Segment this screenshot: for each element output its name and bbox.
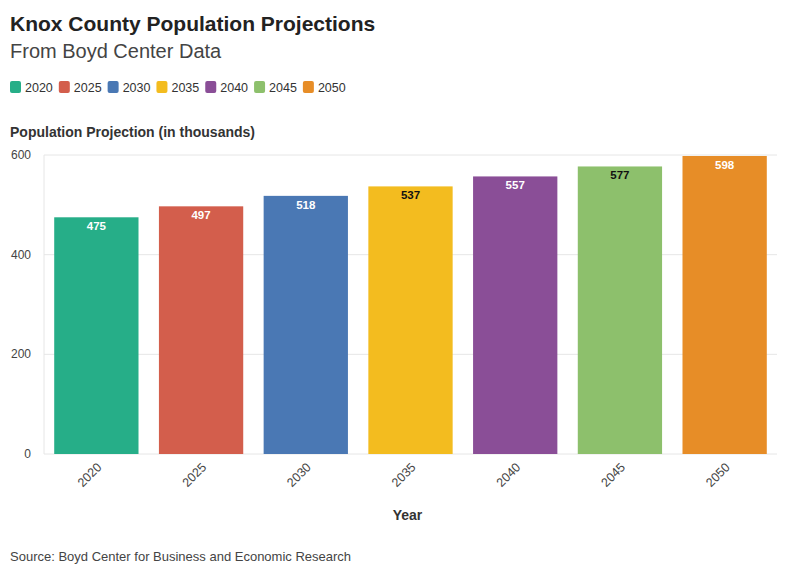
- legend-label: 2040: [220, 81, 248, 95]
- x-tick-label: 2050: [703, 460, 733, 490]
- x-tick-label: 2030: [284, 460, 314, 490]
- data-label: 537: [401, 189, 420, 201]
- bar: [159, 206, 243, 454]
- x-tick-label: 2035: [389, 460, 419, 490]
- y-tick-label: 600: [11, 148, 31, 162]
- legend-label: 2050: [318, 81, 346, 95]
- x-tick-label: 2045: [598, 460, 628, 490]
- legend-swatch: [303, 81, 314, 93]
- data-label: 475: [87, 220, 107, 232]
- legend-label: 2020: [25, 81, 53, 95]
- bar: [264, 196, 348, 454]
- y-axis: 0 200 400 600: [11, 148, 777, 461]
- legend-swatch: [59, 81, 70, 93]
- data-label: 557: [506, 179, 525, 191]
- bar: [578, 166, 662, 454]
- legend-swatch: [205, 81, 216, 93]
- x-tick-label: 2020: [75, 460, 105, 490]
- y-tick-label: 0: [24, 447, 31, 461]
- bar: [368, 186, 452, 454]
- data-label: 577: [610, 169, 629, 181]
- bar: [54, 217, 138, 454]
- x-axis-label: Year: [393, 507, 423, 523]
- x-axis: 2020 2025 2030 2035 2040 2045 2050: [75, 460, 733, 490]
- title: Knox County Population Projections: [10, 12, 375, 35]
- data-labels: 475 497 518 537 557 577 598: [87, 159, 735, 232]
- source: Source: Boyd Center for Business and Eco…: [10, 549, 351, 564]
- bar: [682, 156, 766, 454]
- x-tick-label: 2025: [180, 460, 210, 490]
- legend-label: 2045: [269, 81, 297, 95]
- legend-swatch: [254, 81, 265, 93]
- y-tick-label: 200: [11, 347, 31, 361]
- bars: [54, 156, 767, 454]
- data-label: 497: [191, 209, 210, 221]
- legend-label: 2030: [123, 81, 151, 95]
- data-label: 598: [715, 159, 735, 171]
- y-tick-label: 400: [11, 248, 31, 262]
- bar: [473, 176, 557, 454]
- chart: Knox County Population Projections From B…: [0, 0, 796, 575]
- legend: 2020 2025 2030 2035 2040 2045 2050: [10, 81, 346, 95]
- subtitle: From Boyd Center Data: [10, 40, 222, 62]
- x-tick-label: 2040: [494, 460, 524, 490]
- y-axis-label: Population Projection (in thousands): [10, 124, 255, 140]
- legend-label: 2025: [74, 81, 102, 95]
- data-label: 518: [296, 199, 316, 211]
- legend-swatch: [10, 81, 21, 93]
- grid-line: [44, 155, 777, 156]
- y-axis-line: [44, 155, 45, 454]
- legend-swatch: [156, 81, 167, 93]
- legend-swatch: [108, 81, 119, 93]
- legend-label: 2035: [171, 81, 199, 95]
